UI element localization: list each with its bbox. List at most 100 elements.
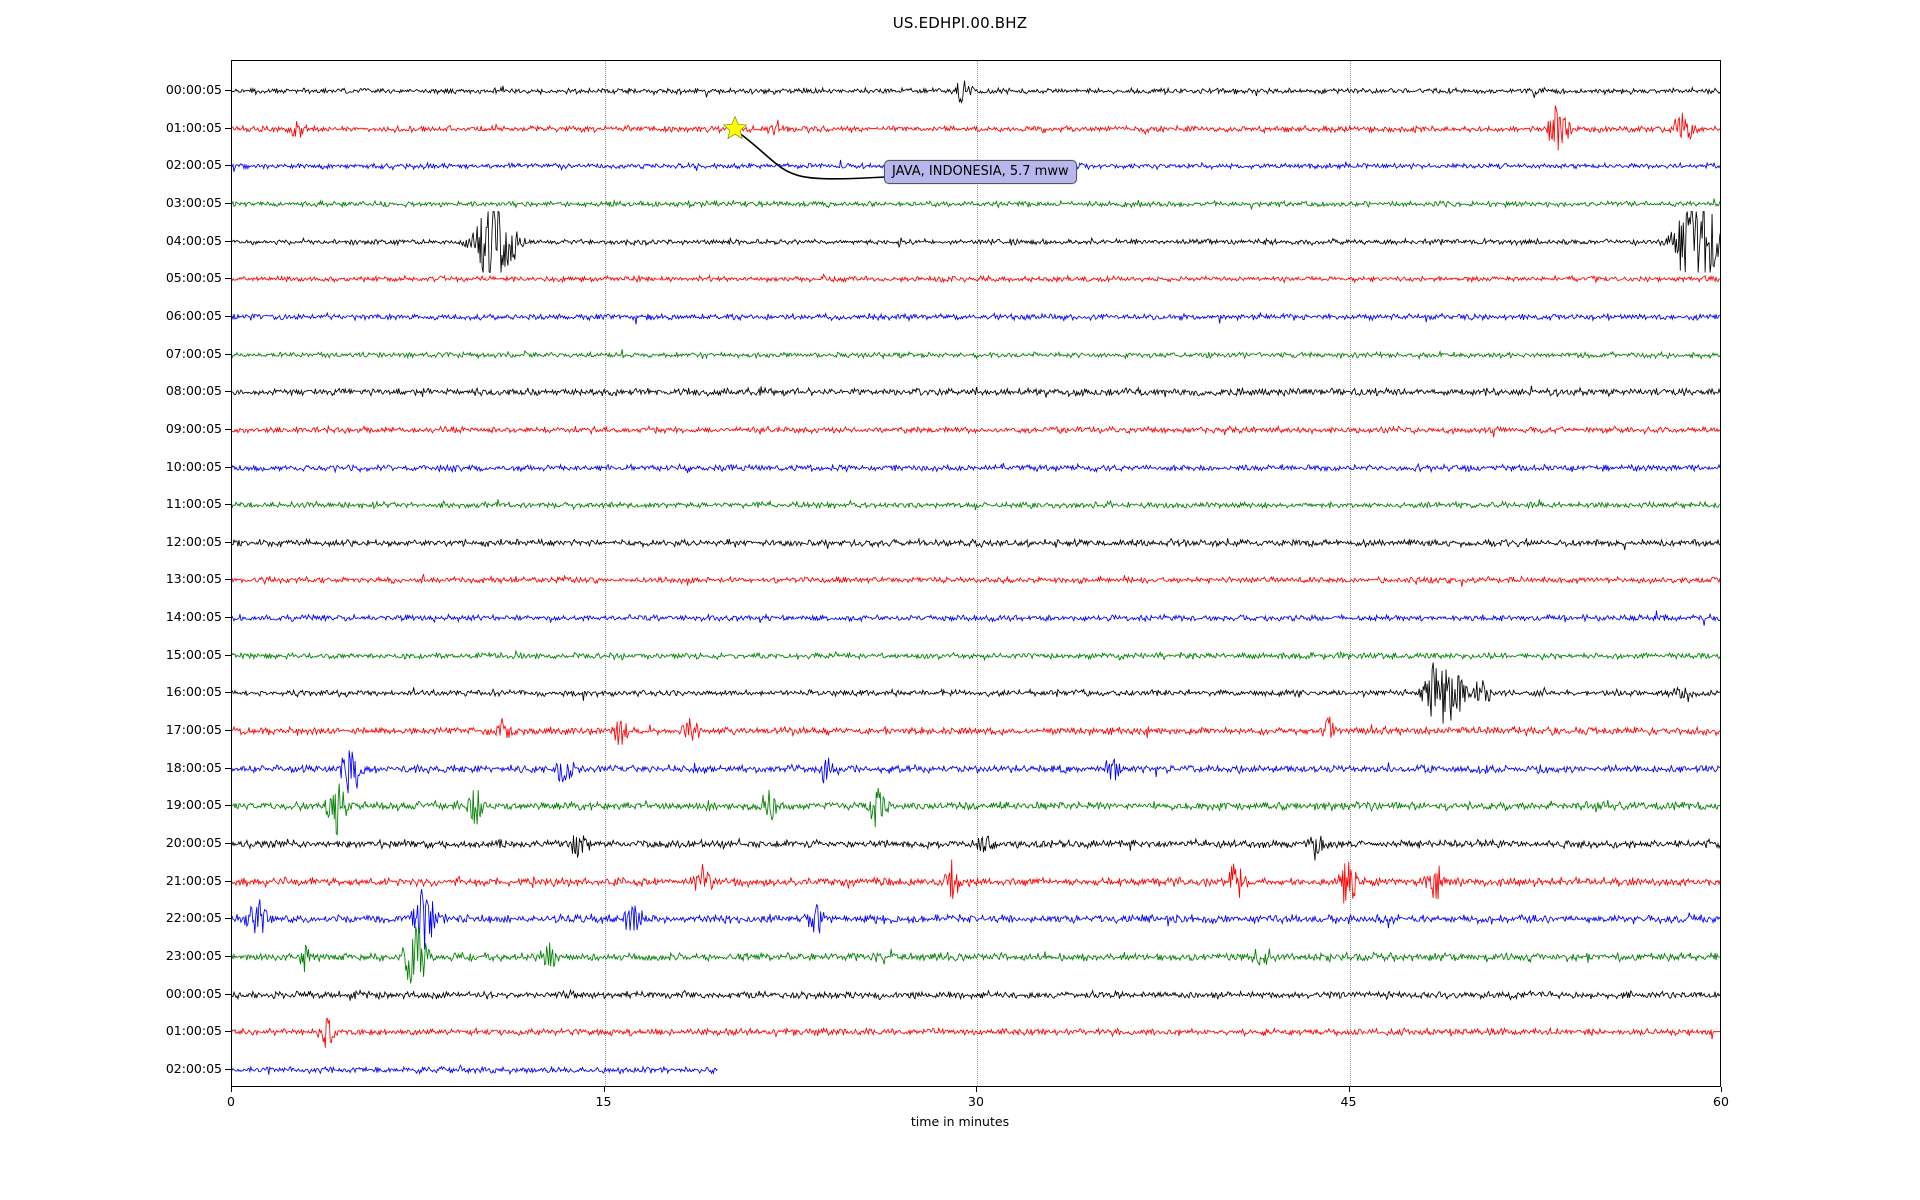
y-tick-mark: [225, 1068, 231, 1070]
y-tick-label: 18:00:05: [165, 759, 222, 775]
y-tick-label: 07:00:05: [165, 345, 222, 361]
y-tick-label: 04:00:05: [165, 232, 222, 248]
y-tick-mark: [225, 955, 231, 957]
trace-path: [232, 275, 1720, 283]
y-tick-mark: [225, 391, 231, 393]
y-tick-label: 19:00:05: [165, 797, 222, 813]
plot-axes: [231, 60, 1721, 1087]
trace-row: [232, 925, 1720, 989]
trace-row: [232, 473, 1720, 537]
y-tick-mark: [225, 240, 231, 242]
y-tick-label: 01:00:05: [165, 1023, 222, 1039]
trace-path: [232, 784, 1720, 835]
trace-path: [232, 81, 1720, 103]
y-tick-mark: [225, 127, 231, 129]
y-tick-label: 00:00:05: [165, 82, 222, 97]
y-tick-mark: [225, 918, 231, 920]
event-annotation-label: JAVA, INDONESIA, 5.7 mww: [884, 160, 1077, 184]
x-tick-mark: [1721, 1087, 1722, 1092]
trace-path: [232, 1065, 717, 1075]
trace-path: [232, 105, 1720, 150]
y-tick-label: 03:00:05: [165, 194, 222, 210]
y-tick-label: 14:00:05: [165, 609, 222, 625]
y-tick-label: 21:00:05: [165, 872, 222, 888]
trace-row: [232, 737, 1720, 801]
trace-row: [232, 1038, 1720, 1086]
y-tick-label: 13:00:05: [165, 571, 222, 587]
trace-path: [232, 889, 1720, 949]
trace-row: [232, 97, 1720, 161]
y-tick-mark: [225, 202, 231, 204]
y-tick-label: 23:00:05: [165, 947, 222, 963]
trace-path: [232, 199, 1720, 209]
y-tick-mark: [225, 278, 231, 280]
trace-row: [232, 963, 1720, 1027]
y-tick-mark: [225, 353, 231, 355]
y-tick-label: 09:00:05: [165, 420, 222, 436]
trace-row: [232, 323, 1720, 387]
trace-path: [232, 574, 1720, 587]
page-title: US.EDHPI.00.BHZ: [892, 14, 1028, 32]
y-tick-label: 06:00:05: [165, 307, 222, 323]
trace-path: [232, 859, 1720, 903]
y-tick-mark: [225, 692, 231, 694]
trace-row: [232, 172, 1720, 236]
y-tick-label: 01:00:05: [165, 119, 222, 135]
y-tick-mark: [225, 617, 231, 619]
trace-path: [232, 651, 1720, 660]
y-tick-mark: [225, 730, 231, 732]
x-tick-label: 45: [1340, 1094, 1357, 1109]
seismogram-traces: [232, 61, 1720, 1086]
x-axis-title: time in minutes: [910, 1114, 1010, 1129]
trace-path: [232, 717, 1720, 745]
y-tick-mark: [225, 466, 231, 468]
x-tick-label: 15: [595, 1094, 612, 1109]
trace-path: [232, 499, 1720, 510]
trace-path: [232, 211, 1720, 272]
y-tick-mark: [225, 767, 231, 769]
x-tick-mark: [1348, 1087, 1350, 1092]
x-tick-label: 30: [968, 1094, 984, 1109]
y-tick-mark: [225, 843, 231, 844]
trace-path: [232, 538, 1720, 550]
x-tick-mark: [231, 1087, 232, 1092]
y-tick-mark: [225, 315, 231, 317]
gridline-30: [977, 61, 978, 1086]
trace-row: [232, 624, 1720, 688]
trace-row: [232, 774, 1720, 838]
y-tick-mark: [225, 428, 231, 430]
y-tick-label: 22:00:05: [165, 910, 222, 926]
trace-row: [232, 247, 1720, 311]
trace-row: [232, 812, 1720, 876]
y-tick-label: 17:00:05: [165, 722, 222, 738]
trace-row: [232, 548, 1720, 612]
y-tick-mark: [225, 90, 231, 91]
trace-row: [232, 699, 1720, 763]
x-tick-mark: [603, 1087, 605, 1092]
trace-row: [232, 661, 1720, 725]
trace-path: [232, 463, 1720, 473]
trace-row: [232, 285, 1720, 349]
x-tick-label: 0: [227, 1094, 235, 1109]
trace-row: [232, 61, 1720, 123]
trace-path: [232, 835, 1720, 860]
y-tick-label: 12:00:05: [165, 533, 222, 549]
gridlines: [232, 61, 1720, 1086]
y-tick-mark: [225, 805, 231, 807]
y-tick-label: 02:00:05: [165, 1060, 222, 1076]
trace-path: [232, 426, 1720, 437]
trace-path: [232, 611, 1720, 626]
trace-row: [232, 1000, 1720, 1064]
y-tick-label: 15:00:05: [165, 646, 222, 662]
y-tick-label: 11:00:05: [165, 496, 222, 512]
y-tick-label: 05:00:05: [165, 270, 222, 286]
y-tick-mark: [225, 579, 231, 581]
y-tick-mark: [225, 541, 231, 543]
y-tick-label: 16:00:05: [165, 684, 222, 700]
y-tick-mark: [225, 165, 231, 167]
y-tick-mark: [225, 504, 231, 506]
trace-row: [232, 850, 1720, 914]
trace-row: [232, 511, 1720, 575]
trace-path: [232, 349, 1720, 358]
